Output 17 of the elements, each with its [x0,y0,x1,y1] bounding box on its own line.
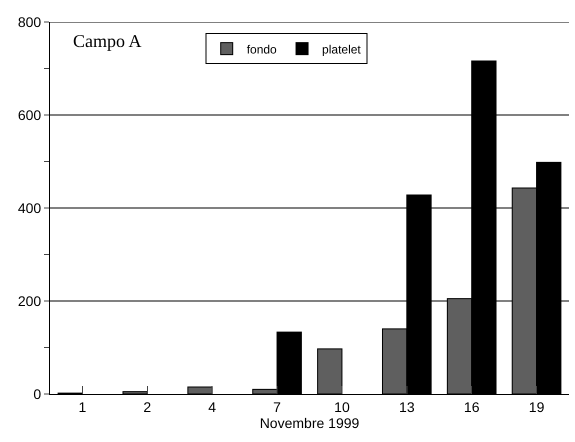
x-axis-title: Novembre 1999 [260,414,360,431]
y-tick-label: 0 [33,386,42,402]
x-tick-label: 1 [78,398,87,415]
legend-label: platelet [322,42,362,56]
annotation: Campo A [73,31,142,51]
legend-label: fondo [246,42,278,56]
x-tick-label: 7 [273,398,282,415]
x-tick-label: 4 [208,398,216,415]
x-tick-label: 13 [399,398,415,415]
y-tick-label: 600 [18,106,42,123]
y-tick-label: 800 [18,14,42,30]
x-tick-label: 10 [334,398,350,415]
x-tick-label: 19 [528,398,545,415]
x-tick-label: 16 [464,398,480,415]
x-tick-label: 2 [143,398,152,415]
y-tick-label: 400 [18,200,42,216]
y-tick-label: 200 [18,292,42,309]
